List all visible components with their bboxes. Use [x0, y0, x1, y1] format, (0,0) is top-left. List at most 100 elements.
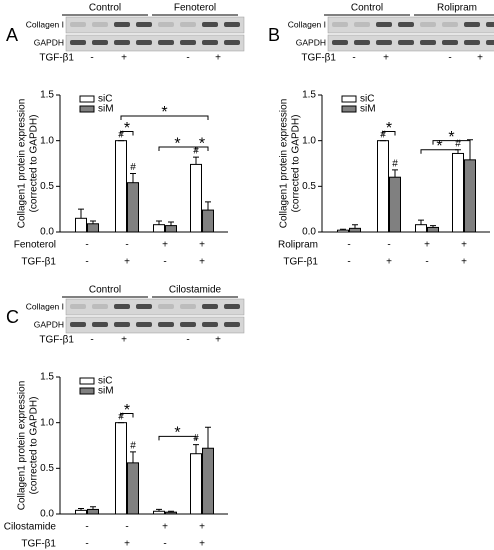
blot-strip — [65, 16, 245, 34]
error-bar — [340, 228, 346, 231]
y-tick-label: 0.5 — [40, 463, 54, 474]
legend-label: siC — [360, 94, 374, 105]
blot-sign: + — [215, 53, 221, 64]
treatment-sign: + — [199, 257, 205, 268]
bar — [202, 209, 214, 233]
blot-band — [114, 40, 130, 45]
blot-band — [92, 40, 108, 45]
significance-bracket — [120, 131, 134, 136]
error-bar — [156, 220, 162, 225]
blot-sign: + — [121, 335, 127, 346]
y-axis-label: Collagen1 protein expression — [17, 99, 28, 229]
blot-group-label: Control — [89, 285, 121, 296]
treatment-sign: + — [162, 240, 168, 251]
blot-treatment-label: TGF-β1 — [301, 53, 336, 64]
blot-row-label: Collagen I — [26, 19, 64, 29]
treatment-sign: - — [85, 522, 88, 533]
blot-band — [486, 22, 494, 27]
error-bar — [90, 220, 96, 224]
blot-sign: - — [186, 335, 189, 346]
blot-band — [92, 304, 108, 309]
y-tick-label: 1.0 — [302, 135, 316, 146]
bar — [115, 140, 127, 233]
treatment-sign: - — [425, 257, 428, 268]
y-axis-label: (corrected to GAPDH) — [291, 115, 302, 213]
error-bar — [168, 221, 174, 226]
blot-group-label: Control — [351, 3, 383, 14]
blot-band — [114, 22, 130, 27]
y-tick-label: 1.0 — [40, 417, 54, 428]
significance-label: * — [174, 425, 180, 442]
error-bar — [418, 219, 424, 225]
treatment-sign: + — [386, 257, 392, 268]
blot-row-label: Collagen I — [26, 301, 64, 311]
treatment-sign: - — [125, 522, 128, 533]
treatment-label: Cilostamide — [4, 522, 57, 533]
bar — [127, 462, 139, 515]
y-axis-label: (corrected to GAPDH) — [29, 397, 40, 495]
blot-band — [180, 40, 196, 45]
significance-bracket — [382, 131, 396, 136]
blot-strip — [65, 34, 245, 52]
blot-band — [420, 40, 436, 45]
bar — [127, 182, 139, 233]
y-tick-label: 1.0 — [40, 135, 54, 146]
significance-bracket — [195, 146, 209, 152]
error-bar — [193, 156, 199, 165]
error-bar — [392, 169, 398, 178]
error-bar — [156, 508, 162, 512]
treatment-sign: - — [163, 539, 166, 550]
error-bar — [130, 451, 136, 463]
marker-label: # — [392, 159, 398, 170]
legend-label: siC — [98, 94, 112, 105]
treatment-sign: - — [347, 257, 350, 268]
bar — [115, 422, 127, 515]
blot-band — [398, 22, 414, 27]
blot-band — [114, 304, 130, 309]
blot-band — [224, 40, 240, 45]
blot-band — [464, 22, 480, 27]
error-bar — [205, 426, 211, 449]
panel: B Control Rolipram Collagen I GAPDH TGF-β1 - + -… — [268, 3, 494, 268]
blot-sign: + — [215, 335, 221, 346]
blot-band — [136, 40, 152, 45]
blot-band — [180, 304, 196, 309]
bar — [75, 509, 87, 515]
y-tick-label: 0.0 — [40, 509, 54, 520]
blot-band — [202, 22, 218, 27]
blot-strip — [65, 316, 245, 334]
panel-letter: C — [6, 307, 19, 327]
bar — [377, 140, 389, 233]
blot-band — [332, 22, 348, 27]
blot-sign: + — [121, 53, 127, 64]
error-bar — [205, 201, 211, 211]
blot-band — [158, 304, 174, 309]
error-bar — [78, 208, 84, 219]
significance-label: * — [124, 402, 130, 419]
treatment-sign: - — [387, 240, 390, 251]
significance-label: * — [436, 138, 442, 155]
treatment-label: TGF-β1 — [21, 257, 56, 268]
blot-sign: + — [383, 53, 389, 64]
blot-strip — [65, 298, 245, 316]
legend-swatch — [341, 95, 357, 103]
significance-label: * — [448, 129, 454, 146]
y-tick-label: 0.0 — [302, 227, 316, 238]
blot-band — [70, 40, 86, 45]
treatment-sign: + — [124, 539, 130, 550]
y-tick-label: 0.5 — [40, 181, 54, 192]
error-bar — [430, 225, 436, 228]
panel-letter: B — [268, 25, 280, 45]
blot-band — [376, 40, 392, 45]
blot-band — [398, 40, 414, 45]
bar — [389, 176, 401, 233]
blot-band — [464, 40, 480, 45]
blot-band — [136, 322, 152, 327]
y-axis-label: Collagen1 protein expression — [17, 381, 28, 511]
blot-sign: - — [90, 53, 93, 64]
panel-letter: A — [6, 25, 18, 45]
y-tick-label: 0.5 — [302, 181, 316, 192]
significance-label: * — [386, 120, 392, 137]
blot-group-label: Fenoterol — [174, 3, 216, 14]
error-bar — [90, 506, 96, 510]
